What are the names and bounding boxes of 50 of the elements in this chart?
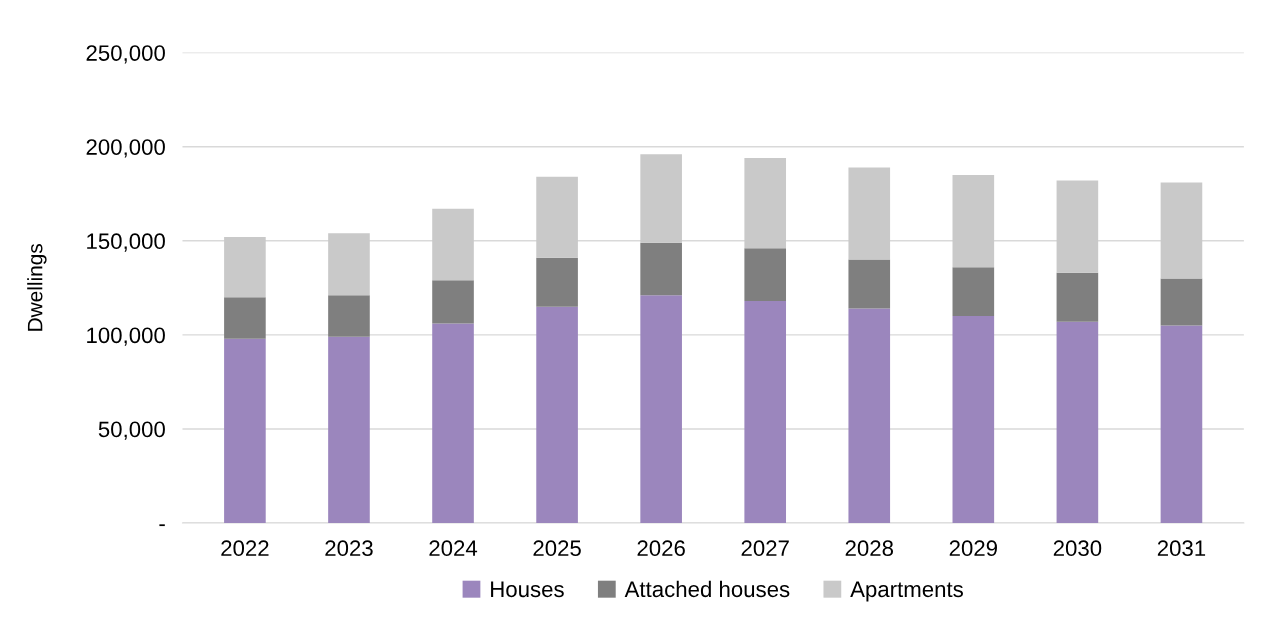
y-tick-label: - [159,524,165,527]
bar [224,237,266,298]
x-tick-label: 2030 [1053,540,1102,557]
x-tick-label: 2029 [949,540,997,557]
bar [328,336,370,524]
bar [432,280,474,324]
x-tick-label: 2026 [637,540,685,557]
y-tick-label: 200,000 [86,139,165,158]
bar [432,208,474,281]
bar [848,308,891,524]
y-tick-label: 50,000 [98,421,165,440]
bar [1160,278,1203,326]
bar [640,242,682,296]
x-tick-label: 2024 [429,540,478,557]
legend-label: Attached houses [624,580,790,598]
y-tick-label: 150,000 [87,233,165,252]
bar [1056,272,1099,322]
bar [328,295,370,337]
bar [640,154,682,243]
y-tick-label: 250,000 [86,45,165,64]
bar [744,248,787,302]
bar [952,316,995,524]
bar [432,323,474,524]
bar [224,338,266,524]
bar [1160,182,1203,279]
bar [848,167,891,260]
bar [952,267,995,317]
legend-label: Apartments [850,581,963,602]
y-tick-label: 100,000 [87,327,165,346]
x-tick-label: 2023 [325,540,373,557]
bar [1160,325,1203,524]
bar [536,306,578,524]
bar [1056,180,1099,273]
x-tick-label: 2028 [845,540,894,557]
bar [224,297,266,339]
bar [952,174,995,268]
bar [848,259,891,309]
bar [640,295,682,524]
y-axis-title: Dwellings [27,244,47,331]
x-tick-label: 2022 [221,540,269,557]
bar [536,257,578,307]
bar [744,301,787,524]
bar [1056,321,1099,524]
bar [536,176,578,258]
legend-label: Houses [491,581,564,598]
bar [328,233,370,296]
bar [744,157,787,249]
x-tick-label: 2025 [533,540,581,557]
x-tick-label: 2027 [741,540,789,557]
x-tick-label: 2031 [1157,540,1206,557]
